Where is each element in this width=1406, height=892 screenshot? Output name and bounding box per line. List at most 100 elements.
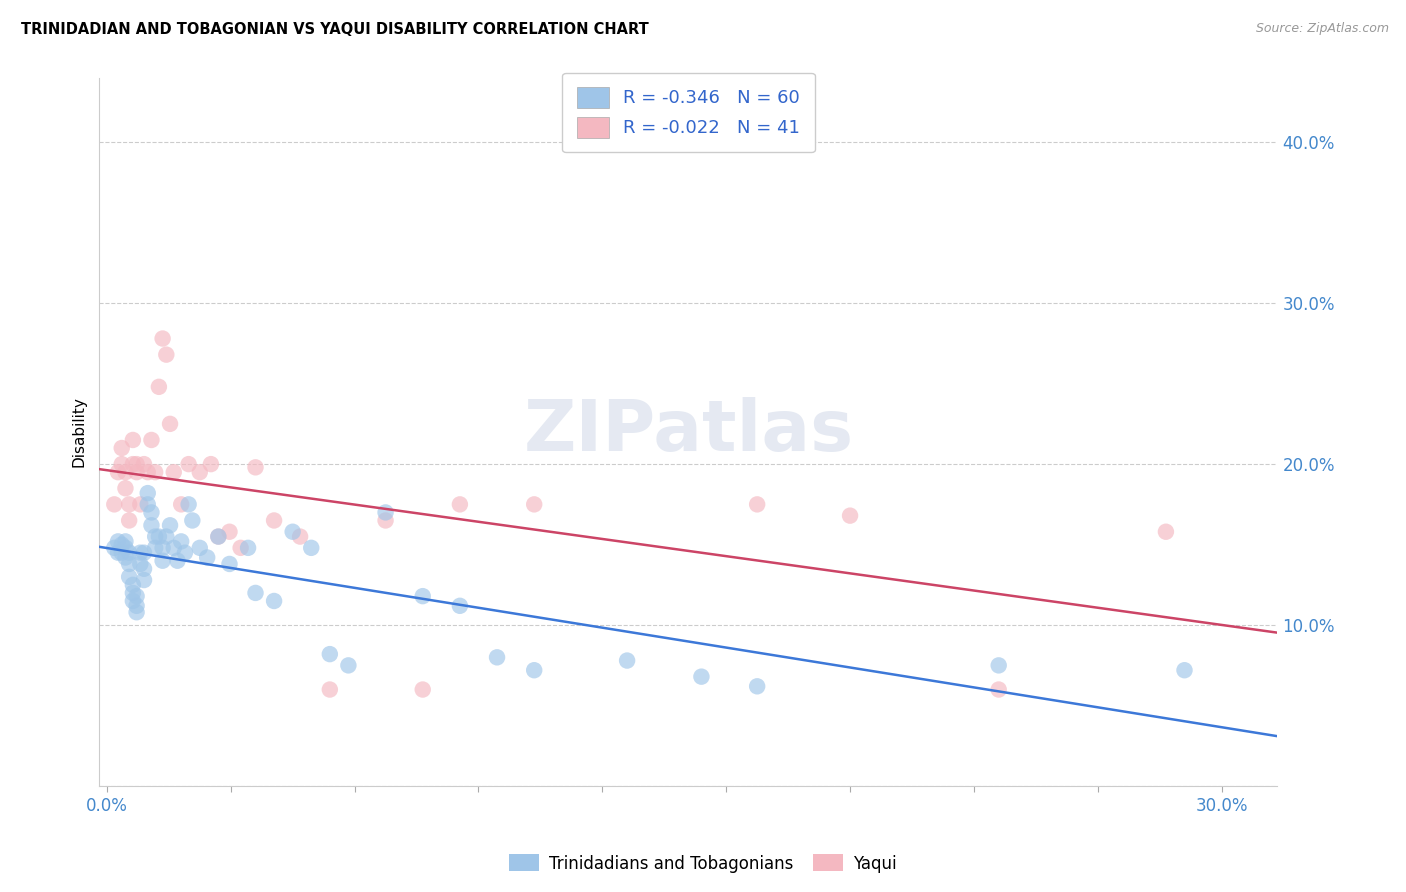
Point: [122, 433, 145, 447]
Point: [122, 457, 145, 471]
Point: [412, 682, 434, 697]
Point: [319, 647, 342, 661]
Point: [747, 679, 769, 693]
Point: [111, 457, 134, 471]
Point: [299, 541, 322, 555]
Point: [188, 541, 211, 555]
Text: Source: ZipAtlas.com: Source: ZipAtlas.com: [1256, 22, 1389, 36]
Point: [129, 557, 152, 571]
Point: [374, 513, 396, 527]
Point: [114, 534, 136, 549]
Point: [118, 557, 141, 571]
Point: [111, 441, 134, 455]
Point: [132, 562, 155, 576]
Point: [143, 530, 166, 544]
Point: [152, 332, 174, 346]
Point: [103, 541, 125, 555]
Point: [449, 599, 471, 613]
Point: [486, 650, 509, 665]
Point: [174, 546, 197, 560]
Point: [155, 530, 177, 544]
Point: [263, 594, 285, 608]
Point: [188, 465, 211, 479]
Text: ZIPatlas: ZIPatlas: [523, 398, 853, 467]
Point: [195, 550, 218, 565]
Point: [136, 497, 159, 511]
Point: [177, 497, 200, 511]
Point: [159, 417, 181, 431]
Point: [114, 550, 136, 565]
Point: [107, 546, 129, 560]
Point: [129, 546, 152, 560]
Point: [616, 654, 638, 668]
Point: [166, 554, 188, 568]
Point: [143, 541, 166, 555]
Point: [141, 433, 163, 447]
Point: [111, 538, 134, 552]
Point: [152, 554, 174, 568]
Point: [122, 586, 145, 600]
Point: [449, 497, 471, 511]
Point: [152, 541, 174, 555]
Point: [218, 557, 240, 571]
Point: [374, 505, 396, 519]
Point: [125, 589, 148, 603]
Point: [125, 457, 148, 471]
Point: [523, 663, 546, 677]
Point: [132, 457, 155, 471]
Y-axis label: Disability: Disability: [72, 396, 86, 467]
Point: [163, 541, 186, 555]
Point: [125, 465, 148, 479]
Point: [1173, 663, 1195, 677]
Point: [114, 465, 136, 479]
Point: [118, 513, 141, 527]
Point: [200, 457, 222, 471]
Point: [103, 497, 125, 511]
Point: [141, 505, 163, 519]
Point: [118, 497, 141, 511]
Point: [412, 589, 434, 603]
Point: [107, 465, 129, 479]
Point: [218, 524, 240, 539]
Point: [319, 682, 342, 697]
Point: [118, 546, 141, 560]
Point: [132, 546, 155, 560]
Point: [337, 658, 360, 673]
Point: [125, 605, 148, 619]
Point: [170, 534, 193, 549]
Text: TRINIDADIAN AND TOBAGONIAN VS YAQUI DISABILITY CORRELATION CHART: TRINIDADIAN AND TOBAGONIAN VS YAQUI DISA…: [21, 22, 648, 37]
Point: [987, 682, 1010, 697]
Point: [288, 530, 311, 544]
Point: [141, 518, 163, 533]
Point: [125, 599, 148, 613]
Point: [281, 524, 304, 539]
Point: [163, 465, 186, 479]
Point: [207, 530, 229, 544]
Point: [747, 497, 769, 511]
Point: [523, 497, 546, 511]
Legend: R = -0.346   N = 60, R = -0.022   N = 41: R = -0.346 N = 60, R = -0.022 N = 41: [562, 72, 814, 153]
Point: [1154, 524, 1177, 539]
Point: [263, 513, 285, 527]
Point: [229, 541, 252, 555]
Point: [177, 457, 200, 471]
Point: [690, 670, 713, 684]
Point: [207, 530, 229, 544]
Point: [148, 530, 170, 544]
Point: [136, 486, 159, 500]
Point: [122, 594, 145, 608]
Point: [118, 570, 141, 584]
Point: [148, 380, 170, 394]
Point: [181, 513, 204, 527]
Point: [236, 541, 259, 555]
Point: [245, 460, 267, 475]
Point: [159, 518, 181, 533]
Legend: Trinidadians and Tobagonians, Yaqui: Trinidadians and Tobagonians, Yaqui: [502, 847, 904, 880]
Point: [122, 578, 145, 592]
Point: [132, 573, 155, 587]
Point: [114, 541, 136, 555]
Point: [839, 508, 862, 523]
Point: [136, 465, 159, 479]
Point: [987, 658, 1010, 673]
Point: [107, 534, 129, 549]
